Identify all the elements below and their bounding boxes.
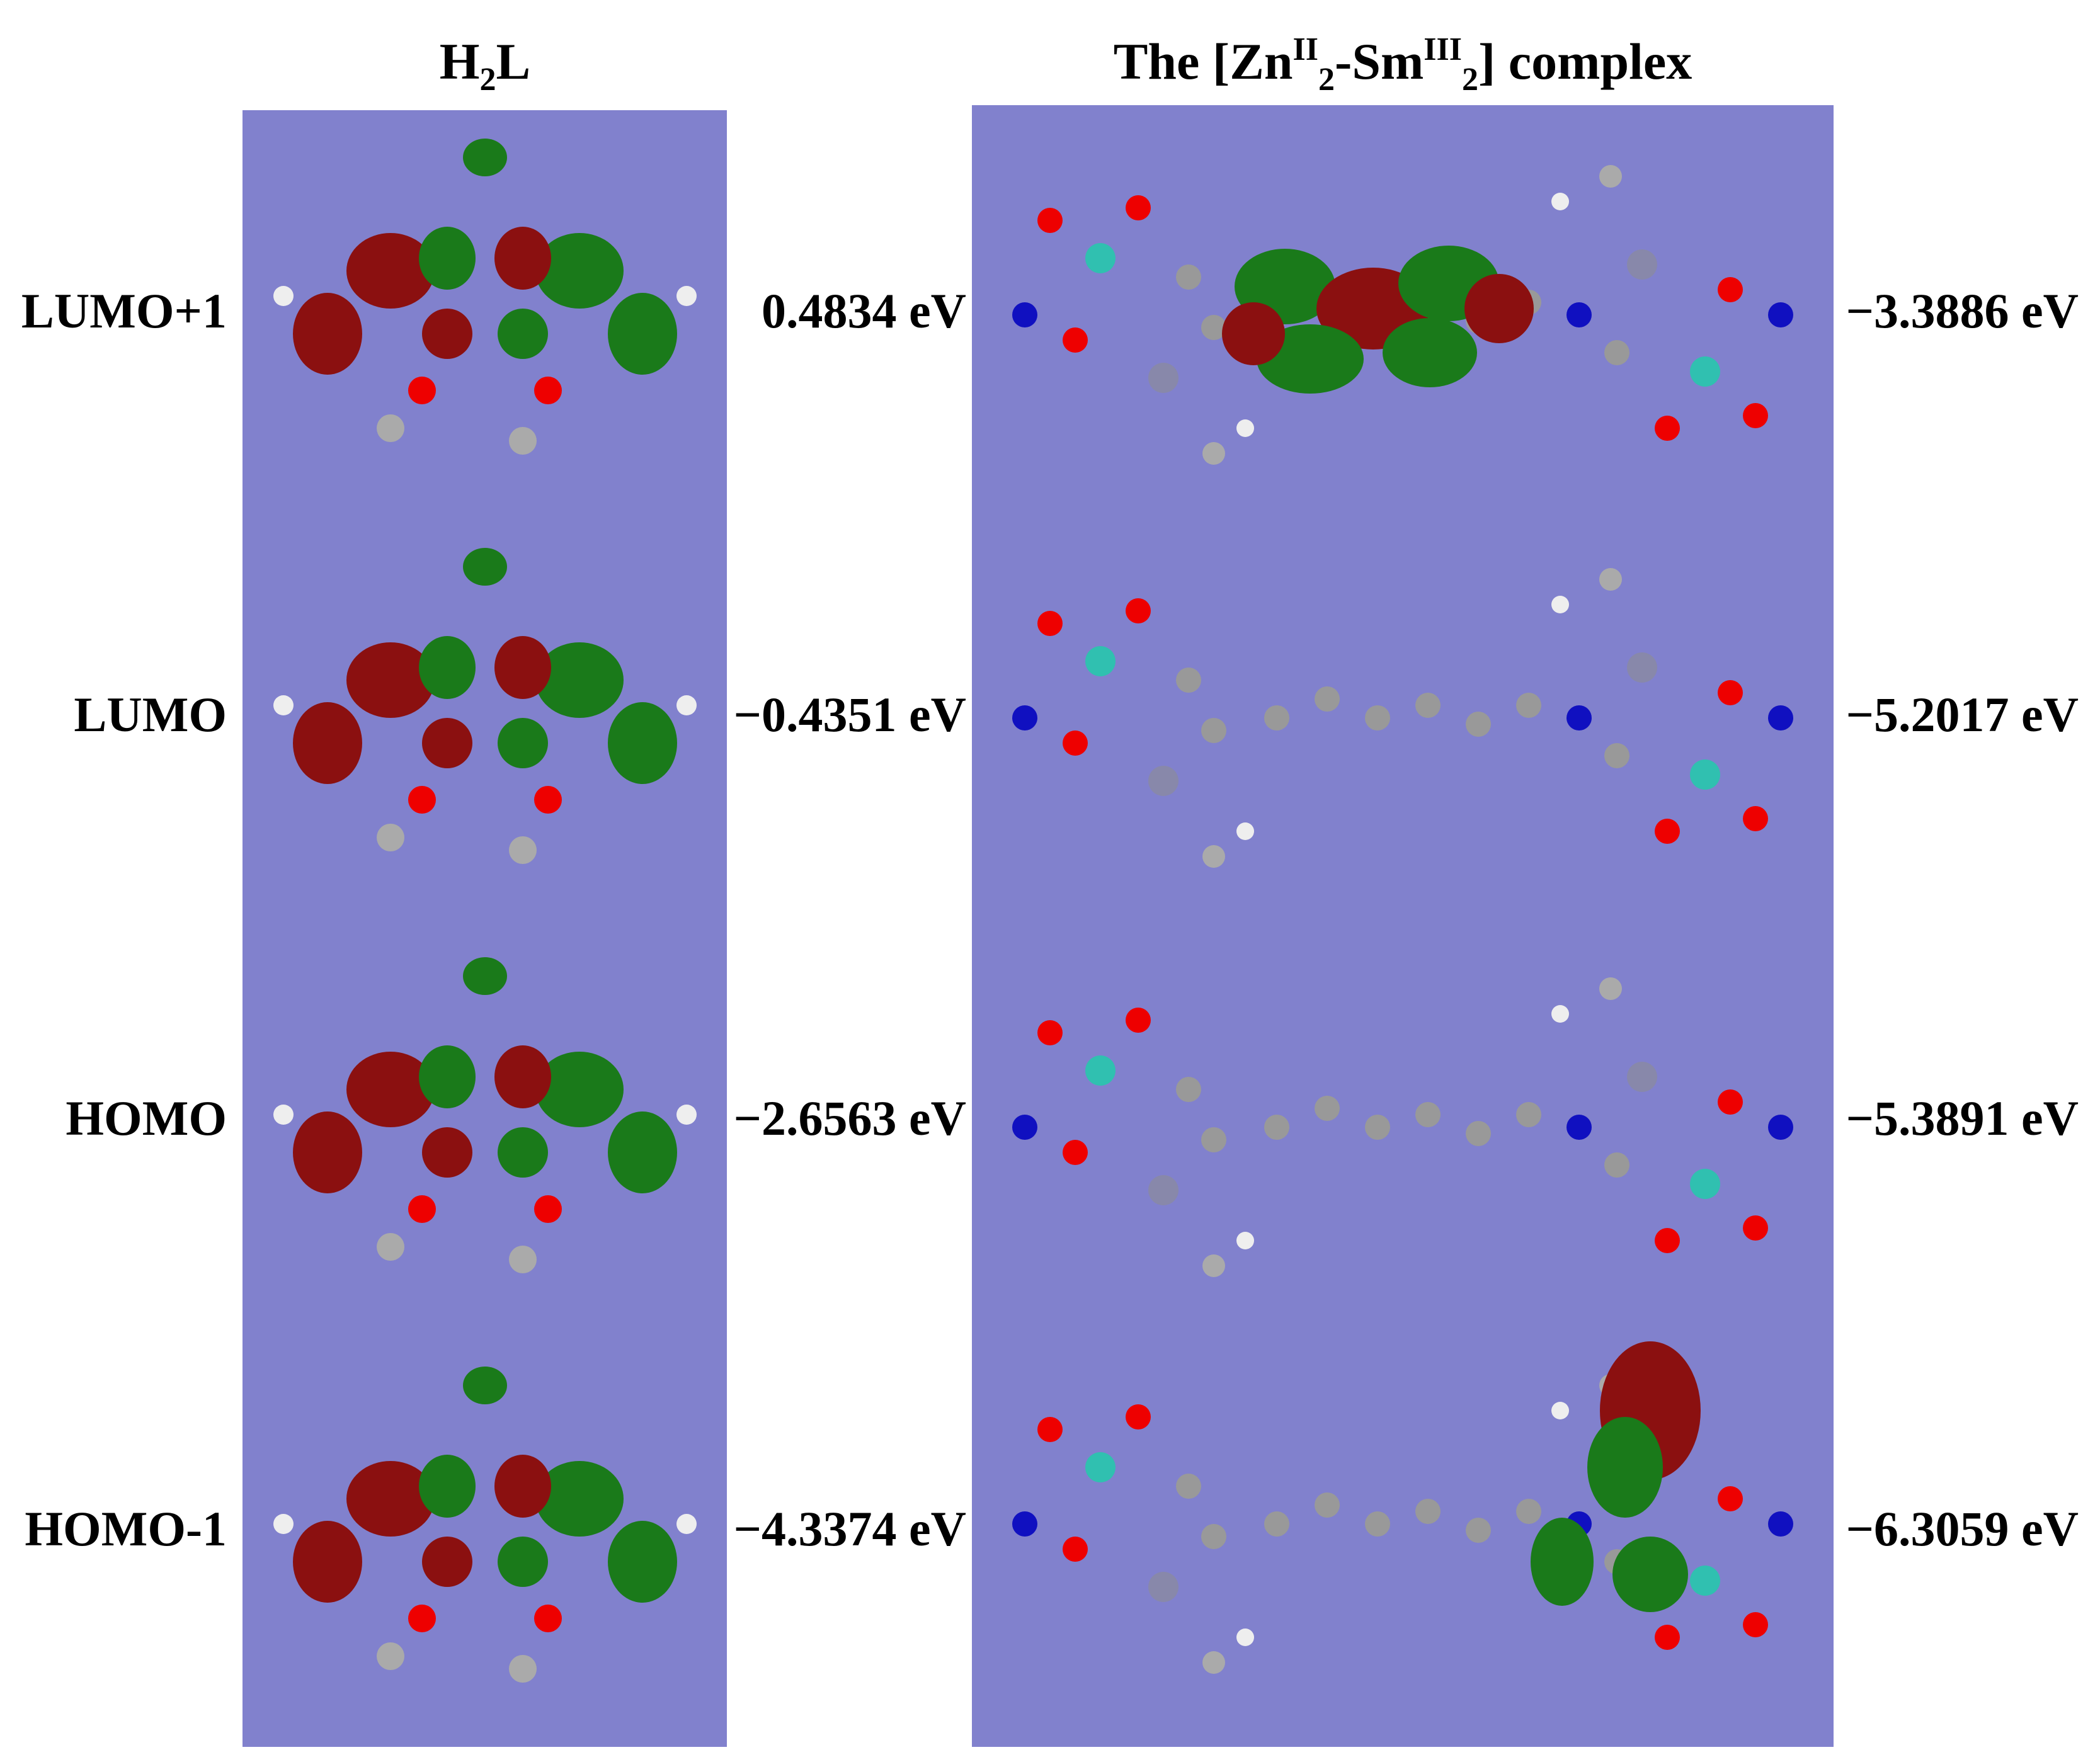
row-label: HOMO-1 (25, 1501, 227, 1556)
title-subscript: 2 (1462, 62, 1478, 98)
complex-title: The [ZnII2-SmIII2] complex (1114, 31, 1692, 98)
complex-lumo1-lobes (1222, 246, 1534, 394)
rows: LUMO+1 0.4834 eV −3.3886 eV LUMO −0.4351 eV −… (21, 283, 2079, 1556)
complex-energy: −6.3059 eV (1846, 1501, 2079, 1556)
title-superscript: II (1293, 31, 1318, 67)
ligand-title: H2L (440, 33, 531, 98)
ligand-energy: 0.4834 eV (762, 283, 966, 338)
complex-orbitals (1012, 165, 1793, 1674)
title-part: -Sm (1335, 33, 1424, 90)
row-label: LUMO (74, 687, 227, 742)
complex-homo1-lobes (1531, 1341, 1701, 1612)
ligand-energy: −4.3374 eV (734, 1501, 966, 1556)
ligand-panel (243, 110, 727, 1747)
row-label: HOMO (66, 1091, 227, 1145)
title-superscript: III (1424, 31, 1462, 67)
title-part: L (496, 33, 531, 90)
title-subscript: 2 (480, 62, 496, 98)
title-part: The [Zn (1114, 33, 1293, 90)
title-subscript: 2 (1318, 62, 1335, 98)
complex-energy: −5.3891 eV (1846, 1091, 2079, 1145)
row-label: LUMO+1 (21, 283, 227, 338)
ligand-energy: −2.6563 eV (734, 1091, 966, 1145)
ligand-energy: −0.4351 eV (734, 687, 966, 742)
title-part: ] complex (1478, 33, 1692, 90)
complex-energy: −3.3886 eV (1846, 283, 2079, 338)
title-part: H (440, 33, 480, 90)
complex-energy: −5.2017 eV (1846, 687, 2079, 742)
